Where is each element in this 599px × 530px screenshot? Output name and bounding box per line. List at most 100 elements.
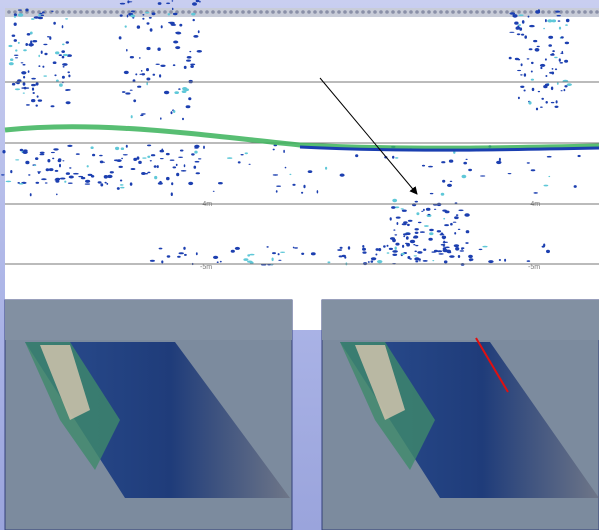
echo-speck [15,49,17,51]
echo-speck [566,19,570,22]
echo-speck [17,182,20,184]
echo-speck [368,261,370,263]
echo-speck [181,170,187,172]
echo-speck [273,149,275,151]
echo-speck [37,95,39,97]
echo-speck [123,154,128,155]
echo-speck [23,64,26,66]
echo-speck [413,244,415,245]
echo-speck [159,248,163,250]
echo-speck [455,247,459,251]
echo-speck [395,243,399,246]
echo-speck [122,91,126,93]
echogram-panel [5,8,599,330]
echo-speck [445,247,450,249]
echo-speck [557,82,559,85]
echo-speck [311,252,316,255]
echo-speck [555,106,559,108]
echo-speck [133,158,137,161]
echo-speck [415,228,419,230]
echo-speck [540,107,543,108]
echo-speck [272,252,276,254]
echo-speck [119,36,122,39]
echo-speck [423,249,426,251]
echo-speck [41,15,44,17]
echo-speck [527,58,530,59]
echo-speck [62,63,68,66]
echo-speck [528,16,530,18]
echo-speck [31,78,36,80]
echo-speck [115,147,119,150]
echo-speck [444,224,449,226]
echo-speck [431,251,436,252]
echo-speck [126,145,128,148]
echo-speck [171,24,177,26]
echo-speck [517,33,521,35]
echo-speck [535,48,540,52]
echo-speck [42,66,44,68]
echo-speck [533,40,537,42]
echo-speck [131,10,135,12]
echo-speck [439,253,444,255]
echo-speck [98,181,102,183]
echo-speck [531,71,533,73]
echo-speck [371,260,374,262]
echo-speck [512,14,517,18]
echo-speck [161,260,163,263]
echo-speck [561,90,563,91]
echo-speck [362,251,366,253]
echo-speck [137,86,141,88]
echo-speck [561,36,564,38]
echo-speck [396,217,401,219]
echo-speck [12,83,15,86]
echo-speck [375,254,377,256]
echo-speck [31,84,36,86]
echo-speck [276,190,278,193]
echo-speck [177,256,181,258]
echo-speck [100,161,104,164]
echo-speck [283,150,285,153]
echo-speck [39,154,44,155]
echo-speck [45,182,48,183]
echo-speck [348,246,350,249]
echo-speck [199,1,201,3]
echo-speck [278,253,280,255]
echo-speck [390,217,392,220]
echo-speck [534,192,538,194]
echo-speck [466,230,470,233]
echo-speck [565,24,568,26]
echo-speck [38,65,40,67]
echo-speck [23,82,26,85]
echo-speck [414,255,417,256]
echo-speck [14,23,17,26]
depth-label: -5m [200,264,212,271]
echo-speck [578,155,581,157]
echo-speck [560,62,564,64]
echo-speck [196,172,200,174]
echo-speck [38,55,40,58]
echo-speck [465,242,468,244]
echo-speck [527,162,530,163]
echo-speck [46,168,50,171]
echo-speck [389,248,393,250]
echo-speck [546,101,548,104]
echo-speck [527,260,531,262]
echo-speck [414,257,419,260]
echo-speck [213,256,218,259]
echo-speck [23,93,25,94]
echo-speck [91,175,94,178]
screenshot: -4m -4m -5m -5m [0,0,599,530]
echo-speck [142,157,146,158]
echo-speck [131,115,133,118]
echo-speck [567,83,572,86]
echo-speck [186,105,191,108]
echo-speck [272,258,274,262]
echo-speck [394,234,397,235]
echo-speck [371,257,376,260]
echo-speck [158,2,162,5]
echo-speck [176,164,178,166]
echo-speck [53,148,58,150]
echo-speck [184,254,187,256]
echo-speck [266,246,268,248]
echo-speck [30,32,33,35]
